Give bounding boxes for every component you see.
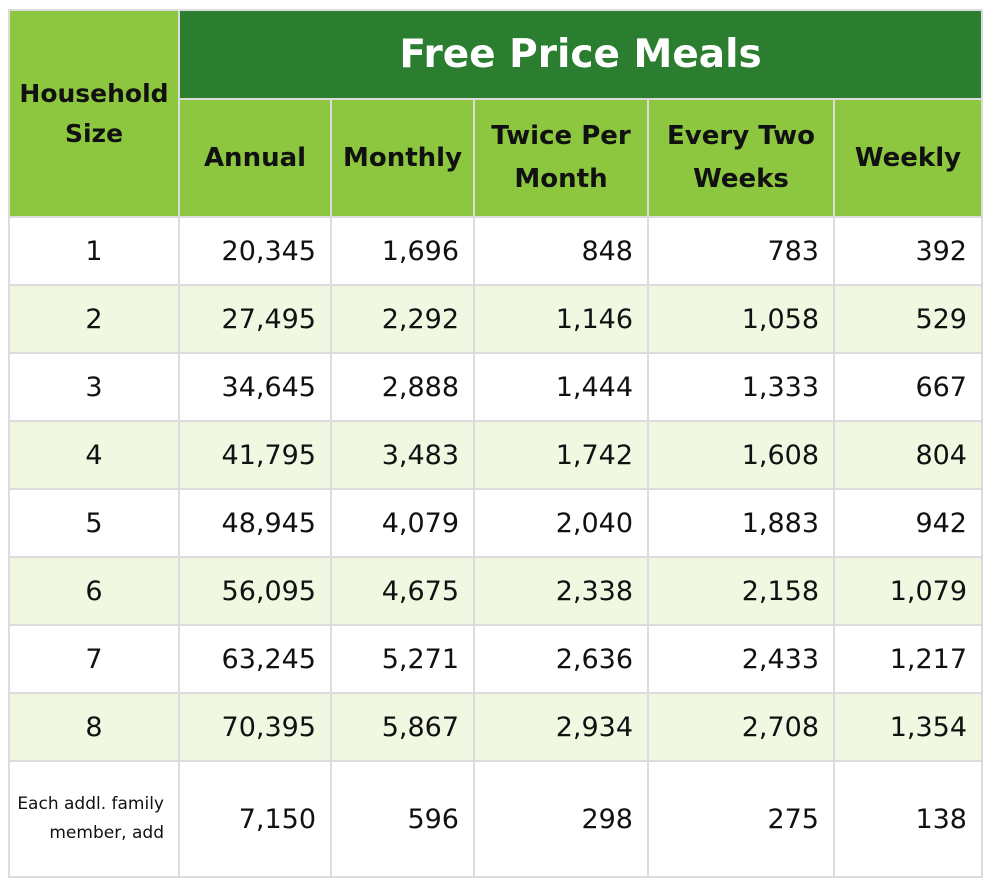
annual-cell: 34,645 (178, 352, 332, 422)
household-size-cell: 2 (8, 284, 180, 354)
weekly-cell: 529 (833, 284, 983, 354)
column-header-every-two-weeks: Every Two Weeks (647, 98, 835, 218)
annual-cell: 20,345 (178, 216, 332, 286)
weekly-cell: 392 (833, 216, 983, 286)
monthly-cell: 4,079 (330, 488, 475, 558)
household-size-cell: 3 (8, 352, 180, 422)
household-size-cell: 8 (8, 692, 180, 762)
twice-per-month-cell: 2,338 (473, 556, 649, 626)
household-size-cell: 1 (8, 216, 180, 286)
table-row: 7 63,245 5,271 2,636 2,433 1,217 (8, 624, 983, 694)
table-row: 2 27,495 2,292 1,146 1,058 529 (8, 284, 983, 354)
twice-per-month-cell: 848 (473, 216, 649, 286)
every-two-weeks-cell: 1,883 (647, 488, 835, 558)
additional-member-label: Each addl. family member, add (8, 760, 180, 878)
household-size-header: Household Size (8, 9, 180, 218)
every-two-weeks-cell: 1,333 (647, 352, 835, 422)
weekly-cell: 1,217 (833, 624, 983, 694)
every-two-weeks-cell: 275 (647, 760, 835, 878)
table-row: 8 70,395 5,867 2,934 2,708 1,354 (8, 692, 983, 762)
household-size-cell: 5 (8, 488, 180, 558)
additional-member-row: Each addl. family member, add 7,150 596 … (8, 760, 983, 878)
every-two-weeks-cell: 2,708 (647, 692, 835, 762)
monthly-cell: 5,271 (330, 624, 475, 694)
monthly-cell: 1,696 (330, 216, 475, 286)
monthly-cell: 2,292 (330, 284, 475, 354)
income-eligibility-table: Household Size Free Price Meals Annual M… (8, 9, 983, 878)
weekly-cell: 667 (833, 352, 983, 422)
weekly-cell: 804 (833, 420, 983, 490)
weekly-cell: 1,079 (833, 556, 983, 626)
every-two-weeks-cell: 783 (647, 216, 835, 286)
annual-cell: 56,095 (178, 556, 332, 626)
monthly-cell: 5,867 (330, 692, 475, 762)
annual-cell: 41,795 (178, 420, 332, 490)
twice-per-month-cell: 2,934 (473, 692, 649, 762)
monthly-cell: 4,675 (330, 556, 475, 626)
monthly-cell: 596 (330, 760, 475, 878)
monthly-cell: 2,888 (330, 352, 475, 422)
every-two-weeks-cell: 1,608 (647, 420, 835, 490)
every-two-weeks-cell: 2,433 (647, 624, 835, 694)
annual-cell: 27,495 (178, 284, 332, 354)
weekly-cell: 1,354 (833, 692, 983, 762)
table-row: 1 20,345 1,696 848 783 392 (8, 216, 983, 286)
twice-per-month-cell: 1,742 (473, 420, 649, 490)
annual-cell: 7,150 (178, 760, 332, 878)
monthly-cell: 3,483 (330, 420, 475, 490)
table-title: Free Price Meals (178, 9, 983, 100)
annual-cell: 70,395 (178, 692, 332, 762)
household-size-cell: 4 (8, 420, 180, 490)
column-header-annual: Annual (178, 98, 332, 218)
column-header-monthly: Monthly (330, 98, 475, 218)
annual-cell: 63,245 (178, 624, 332, 694)
twice-per-month-cell: 2,636 (473, 624, 649, 694)
twice-per-month-cell: 1,444 (473, 352, 649, 422)
every-two-weeks-cell: 1,058 (647, 284, 835, 354)
twice-per-month-cell: 2,040 (473, 488, 649, 558)
every-two-weeks-cell: 2,158 (647, 556, 835, 626)
annual-cell: 48,945 (178, 488, 332, 558)
table-row: 5 48,945 4,079 2,040 1,883 942 (8, 488, 983, 558)
table-row: 6 56,095 4,675 2,338 2,158 1,079 (8, 556, 983, 626)
column-header-twice-per-month: Twice Per Month (473, 98, 649, 218)
weekly-cell: 942 (833, 488, 983, 558)
column-header-weekly: Weekly (833, 98, 983, 218)
weekly-cell: 138 (833, 760, 983, 878)
table-row: 4 41,795 3,483 1,742 1,608 804 (8, 420, 983, 490)
twice-per-month-cell: 298 (473, 760, 649, 878)
twice-per-month-cell: 1,146 (473, 284, 649, 354)
table-row: 3 34,645 2,888 1,444 1,333 667 (8, 352, 983, 422)
household-size-cell: 6 (8, 556, 180, 626)
household-size-cell: 7 (8, 624, 180, 694)
